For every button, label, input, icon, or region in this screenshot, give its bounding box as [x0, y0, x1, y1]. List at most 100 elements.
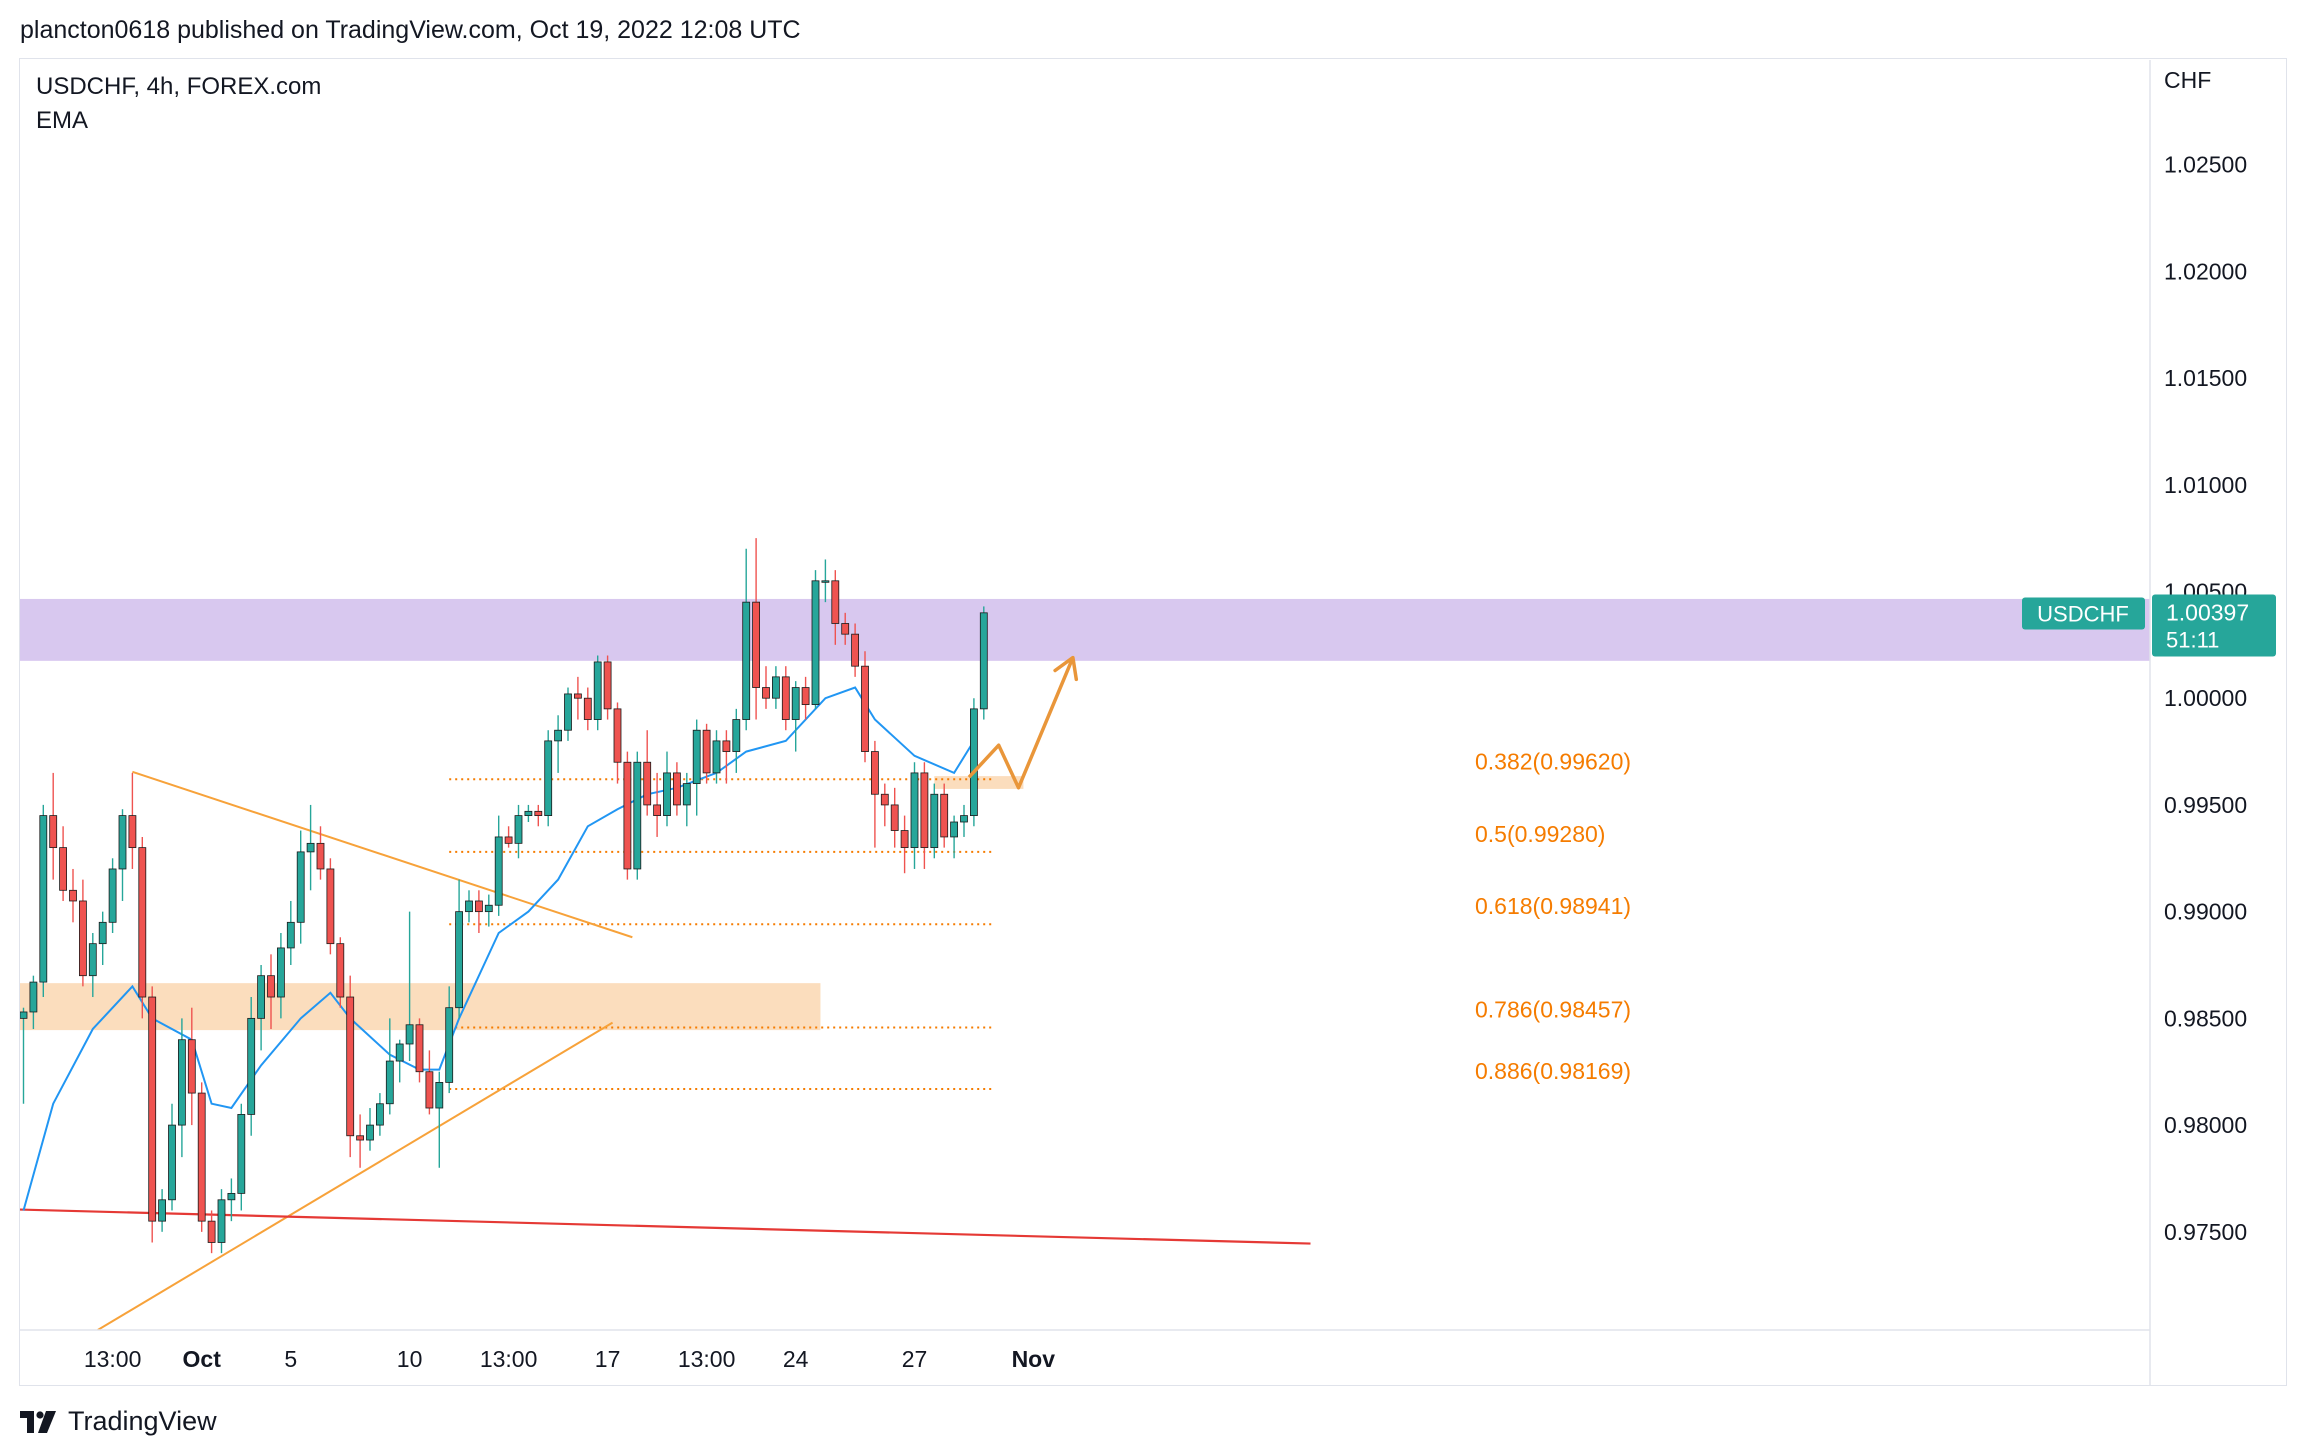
x-tick-label: 13:00 [678, 1346, 736, 1372]
tradingview-logo[interactable]: TradingView [20, 1406, 217, 1437]
candle-body [455, 911, 464, 1009]
candle-body [29, 981, 38, 1013]
candle [940, 783, 949, 848]
candle [950, 815, 958, 859]
symbol-price-tag: USDCHF [2022, 597, 2145, 630]
candle-body [871, 751, 879, 795]
candle-body [49, 815, 58, 849]
candle-body [118, 815, 127, 870]
chart-legend: USDCHF, 4h, FOREX.com EMA [36, 70, 321, 138]
candle-body [564, 693, 572, 731]
candle-body [276, 947, 285, 998]
candle-body [346, 996, 355, 1137]
candle-body [762, 687, 770, 699]
x-tick-label: 10 [397, 1346, 423, 1372]
candle-body [148, 996, 157, 1222]
candle [187, 1007, 196, 1126]
candle-body [772, 676, 780, 699]
candle-body [187, 1039, 196, 1094]
target-zone [934, 776, 1024, 789]
ema-legend[interactable]: EMA [36, 107, 89, 134]
candle-body [415, 1024, 424, 1073]
candle [871, 740, 879, 848]
last-price-bg [2152, 594, 2276, 657]
candle [267, 954, 275, 1030]
symbol-legend[interactable]: USDCHF, 4h, FOREX.com [36, 73, 322, 100]
candle-body [227, 1192, 236, 1201]
candle [49, 772, 58, 880]
candle [692, 719, 701, 816]
candle-body [673, 772, 681, 806]
last-price-value: 1.00397 [2166, 599, 2249, 625]
candle-body [593, 661, 602, 720]
candle-body [336, 943, 345, 998]
fib-label-1: 0.5(0.99280) [1475, 821, 1605, 847]
candle [158, 1189, 167, 1232]
candle [296, 830, 305, 944]
projection-arrowhead [1053, 655, 1079, 682]
candle [415, 1018, 424, 1083]
candle [168, 1103, 176, 1211]
candle-body [20, 1011, 28, 1019]
candle-body [890, 804, 899, 831]
candle [197, 1082, 206, 1232]
candle-body [405, 1024, 414, 1045]
candle [59, 826, 67, 901]
candle-body [583, 697, 592, 720]
candle [752, 538, 760, 720]
candle [821, 559, 830, 603]
candle-body [801, 687, 810, 706]
candle-body [722, 740, 731, 752]
candle [306, 804, 315, 891]
candle [88, 932, 97, 998]
candle [108, 858, 117, 933]
candle [474, 890, 483, 933]
candle-body [712, 740, 721, 774]
candle-body [920, 772, 929, 849]
candle [633, 751, 642, 880]
chart-frame[interactable] [19, 58, 2287, 1386]
candle [544, 730, 553, 827]
candle-body [960, 815, 968, 823]
candle-body [128, 815, 137, 849]
y-tick-label: 0.99000 [2164, 899, 2247, 925]
candle [890, 787, 899, 848]
candle [534, 804, 543, 827]
candle [435, 1071, 444, 1168]
symbol-tag-text: USDCHF [2037, 601, 2129, 626]
candle [861, 651, 869, 763]
candle-body [633, 761, 642, 870]
candle-body [831, 580, 840, 624]
candle [39, 804, 48, 998]
candle-body [534, 810, 543, 816]
fibonacci-layer: 0.382(0.99620) 0.5(0.99280) 0.618(0.98941)… [449, 748, 1631, 1091]
zones-layer [20, 598, 2150, 1031]
candle [405, 911, 414, 1062]
candle-body [811, 580, 820, 706]
x-tick-label: 5 [284, 1346, 297, 1372]
candle-body [445, 1007, 454, 1083]
x-tick-label: 27 [902, 1346, 928, 1372]
candle [395, 1039, 404, 1083]
candle-body [98, 921, 107, 945]
support-line [20, 1208, 1311, 1245]
candle [554, 715, 562, 773]
y-tick-label: 0.97500 [2164, 1219, 2247, 1245]
candle [979, 606, 988, 720]
publish-header: plancton0618 published on TradingView.co… [20, 16, 801, 44]
candle-body [524, 810, 533, 816]
trendlines-layer [20, 770, 1311, 1330]
candle [247, 997, 256, 1136]
candle-body [316, 842, 325, 870]
candle-body [267, 975, 275, 998]
candle-body [930, 793, 939, 849]
candle [455, 879, 464, 1019]
candle [207, 1210, 216, 1254]
candle [69, 868, 77, 923]
candle-body [39, 815, 48, 983]
candle-body [663, 772, 671, 816]
candle-body [385, 1060, 394, 1105]
candle-body [970, 708, 978, 816]
candle [643, 730, 652, 816]
